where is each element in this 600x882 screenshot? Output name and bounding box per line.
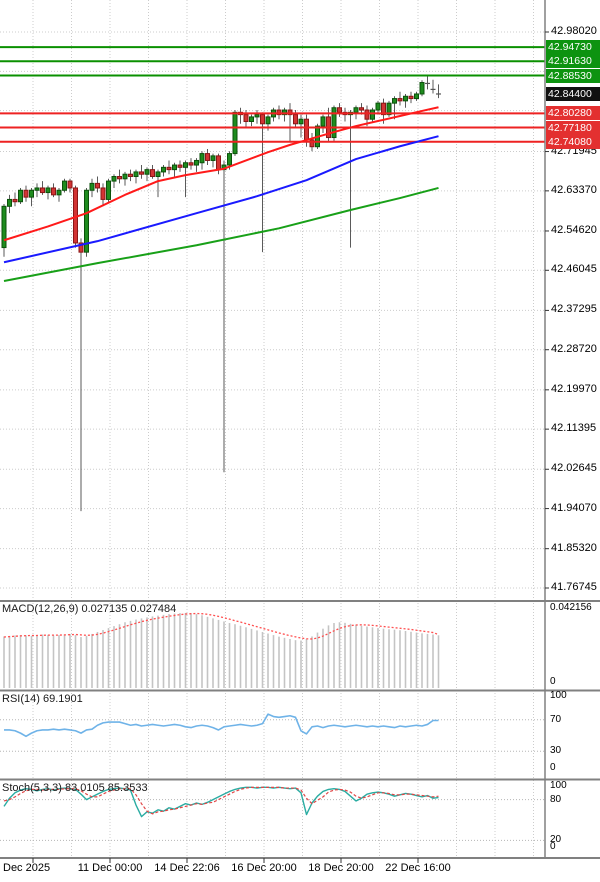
candle-down — [304, 118, 309, 141]
macd-indicator-label: MACD(12,26,9) 0.027135 0.027484 — [2, 603, 177, 615]
time-axis[interactable] — [0, 858, 600, 882]
candle-up — [18, 189, 23, 203]
candle-down — [67, 180, 73, 189]
candle-down — [177, 164, 183, 168]
candle-down — [95, 182, 100, 189]
candle-down — [100, 187, 106, 200]
candle-up — [183, 162, 188, 168]
rsi-indicator-label: RSI(14) 69.1901 — [2, 693, 83, 705]
candle-down — [287, 109, 293, 116]
candle-up — [161, 166, 166, 173]
candle-up — [133, 171, 139, 178]
candle-up — [353, 107, 359, 113]
ma-slow-green — [3, 187, 439, 283]
candle-up — [254, 114, 260, 118]
candle-down — [117, 176, 122, 180]
candle-up — [62, 180, 67, 191]
candle-down — [188, 162, 194, 166]
candle-up — [45, 187, 51, 194]
candle-down — [276, 109, 282, 116]
candle-up — [232, 111, 238, 155]
candle-up — [210, 155, 216, 161]
candle-down — [150, 169, 155, 178]
candle-down — [23, 189, 29, 198]
candle-up — [111, 176, 117, 182]
candle-up — [403, 95, 408, 102]
candle-up — [331, 107, 337, 139]
candle-up — [194, 159, 199, 166]
stoch-indicator-label: Stoch(5,3,3) 83.0105 85.3533 — [2, 782, 148, 794]
ma-mid-blue — [3, 135, 439, 264]
candle-up — [155, 171, 161, 178]
candle-down — [293, 114, 298, 125]
price-axis[interactable] — [546, 0, 600, 858]
candle-down — [128, 173, 133, 178]
candle-up — [298, 118, 304, 125]
candle-down — [166, 166, 172, 171]
candle-up — [84, 189, 89, 253]
candle-down — [12, 198, 18, 203]
candle-up — [7, 198, 12, 207]
candle-up — [375, 102, 381, 111]
candle-up — [106, 180, 111, 200]
macd-signal-line — [3, 612, 439, 640]
candle-up — [122, 173, 128, 180]
candle-down — [397, 98, 403, 102]
candle-up — [386, 102, 392, 116]
candle-up — [320, 116, 326, 127]
candle-up — [265, 116, 271, 125]
candle-down — [78, 242, 84, 253]
candle-down — [40, 187, 45, 194]
candle-down — [243, 114, 249, 122]
candle-up — [172, 164, 177, 171]
candle-up — [392, 98, 397, 104]
candle-down — [260, 114, 265, 125]
candle-up — [227, 153, 232, 166]
candle-up — [89, 182, 95, 191]
stoch-k-line — [3, 786, 439, 818]
candle-down — [408, 95, 414, 100]
candle-down — [359, 107, 364, 111]
candle-up — [144, 169, 150, 175]
candle-down — [139, 171, 144, 175]
rsi-line — [4, 713, 439, 738]
candle-up — [370, 109, 375, 120]
candle-up — [414, 93, 419, 100]
candle-down — [364, 109, 370, 120]
candle-down — [205, 153, 210, 161]
candle-down — [309, 139, 315, 148]
candle-up — [249, 116, 254, 122]
candle-up — [1, 205, 7, 249]
candle-down — [337, 107, 342, 113]
candle-down — [381, 102, 386, 116]
candle-down — [216, 155, 221, 171]
candle-up — [199, 153, 205, 164]
candle-up — [419, 82, 425, 95]
ma-fast-red — [3, 106, 439, 242]
candle-up — [29, 189, 34, 198]
candle-up — [34, 187, 40, 191]
candle-up — [56, 189, 62, 196]
candle-up — [282, 109, 287, 116]
candle-down — [51, 187, 56, 196]
stoch-d-line — [3, 786, 439, 815]
